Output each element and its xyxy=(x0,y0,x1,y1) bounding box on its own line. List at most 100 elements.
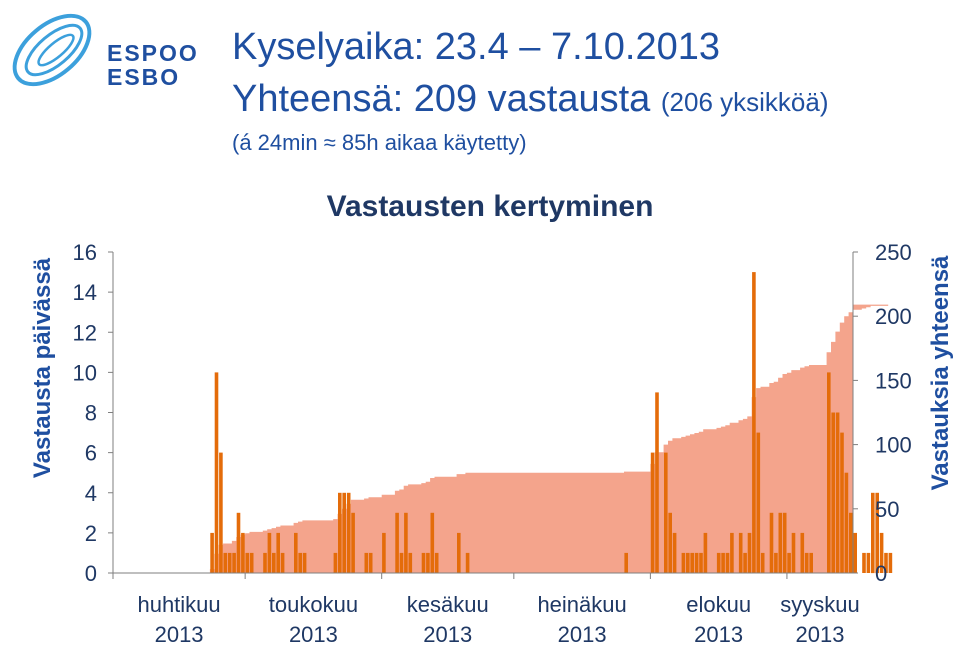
daily-bar xyxy=(245,552,250,573)
daily-bar xyxy=(280,552,285,573)
daily-bar xyxy=(703,532,708,573)
daily-bar xyxy=(681,552,686,573)
daily-bar xyxy=(263,552,267,573)
x-tick-label-month: syyskuu xyxy=(780,592,859,617)
daily-bar xyxy=(408,552,413,573)
daily-bar xyxy=(241,532,245,573)
daily-bar xyxy=(368,552,373,573)
daily-bar xyxy=(650,452,655,573)
y-tick-label: 16 xyxy=(73,240,97,265)
daily-bar xyxy=(267,532,272,573)
time-used-note: (á 24min ≈ 85h aikaa käytetty) xyxy=(232,130,527,155)
daily-bar xyxy=(465,552,470,573)
daily-bar xyxy=(210,532,214,573)
daily-bar xyxy=(395,512,399,573)
daily-bar xyxy=(668,512,672,573)
daily-bar xyxy=(774,552,778,573)
daily-bar xyxy=(694,552,699,573)
daily-bar xyxy=(743,552,747,573)
x-tick-label-year: 2013 xyxy=(694,622,743,647)
daily-bar xyxy=(752,272,756,573)
x-tick-label-year: 2013 xyxy=(423,622,472,647)
x-tick-label-year: 2013 xyxy=(289,622,338,647)
survey-period: Kyselyaika: 23.4 – 7.10.2013 xyxy=(232,26,721,68)
daily-bars-layer xyxy=(210,272,893,574)
logo-swirl-icon xyxy=(12,13,92,87)
daily-bar xyxy=(769,512,774,573)
daily-bar xyxy=(699,552,703,573)
daily-bar xyxy=(791,532,796,573)
daily-bar xyxy=(351,512,355,573)
y-tick-label: 12 xyxy=(73,320,97,345)
total-responses-main: Yhteensä: 209 vastausta xyxy=(232,78,651,120)
daily-bar xyxy=(342,492,346,574)
daily-bar xyxy=(888,552,893,573)
daily-bar xyxy=(672,532,677,573)
daily-bar xyxy=(276,532,280,573)
daily-bar xyxy=(382,532,386,573)
daily-bar xyxy=(227,552,232,573)
daily-bar xyxy=(809,552,813,573)
y2-tick-label: 50 xyxy=(875,497,899,522)
tick-labels-layer: 16 14 12 10 8 6 4 2 0 250 200 150 100 50 0 huhtikuu 2013… xyxy=(73,240,912,647)
daily-bar xyxy=(835,412,840,573)
daily-bar xyxy=(434,552,439,573)
y2-tick-label: 200 xyxy=(875,304,912,329)
logo-text-line2: ESBO xyxy=(107,64,181,90)
x-tick-label-month: kesäkuu xyxy=(407,592,489,617)
daily-bar xyxy=(298,552,302,573)
daily-bar xyxy=(866,552,871,573)
daily-bar xyxy=(721,552,725,573)
y-tick-label: 14 xyxy=(73,280,97,305)
daily-bar xyxy=(664,452,668,573)
y-tick-label: 4 xyxy=(85,481,97,506)
daily-bar xyxy=(430,512,435,573)
daily-bar xyxy=(399,552,404,573)
x-tick-label-year: 2013 xyxy=(558,622,607,647)
total-responses: Yhteensä: 209 vastausta (206 yksikköä) xyxy=(232,78,828,121)
daily-bar xyxy=(346,492,351,574)
daily-bar xyxy=(338,492,342,574)
daily-bar xyxy=(404,512,408,573)
chart-title: Vastausten kertyminen xyxy=(326,190,654,223)
daily-bar xyxy=(884,552,888,573)
y-tick-label: 6 xyxy=(85,441,97,466)
daily-bar xyxy=(219,452,223,573)
daily-bar xyxy=(844,472,849,573)
y-tick-label: 2 xyxy=(85,521,97,546)
y2-tick-label: 0 xyxy=(875,561,887,586)
daily-bar xyxy=(725,552,730,573)
daily-bar xyxy=(421,552,426,573)
daily-bar xyxy=(787,552,791,573)
daily-bar xyxy=(738,532,743,573)
daily-bar xyxy=(730,532,734,573)
daily-bar xyxy=(249,552,254,573)
daily-bar xyxy=(778,512,783,573)
daily-bar xyxy=(232,552,236,573)
daily-bar xyxy=(849,512,853,573)
daily-bar xyxy=(804,552,809,573)
daily-bar xyxy=(236,512,241,573)
y-tick-label: 10 xyxy=(73,360,97,385)
x-tick-label-month: huhtikuu xyxy=(137,592,220,617)
daily-bar xyxy=(333,552,338,573)
x-tick-label-month: heinäkuu xyxy=(537,592,626,617)
daily-bar xyxy=(457,532,461,573)
x-tick-label-month: toukokuu xyxy=(269,592,358,617)
daily-bar xyxy=(302,552,307,573)
daily-bar xyxy=(686,552,690,573)
daily-bar xyxy=(624,552,628,573)
daily-bar xyxy=(747,532,752,573)
x-tick-label-month: elokuu xyxy=(686,592,751,617)
y-tick-label: 0 xyxy=(85,561,97,586)
daily-bar xyxy=(214,372,219,573)
y2-tick-label: 150 xyxy=(875,368,912,393)
logo-text-line1: ESPOO xyxy=(107,40,199,66)
cumulative-area-layer xyxy=(209,304,889,573)
y2-tick-label: 250 xyxy=(875,240,912,265)
daily-bar xyxy=(272,552,276,573)
x-tick-label-year: 2013 xyxy=(795,622,844,647)
daily-bar xyxy=(426,552,430,573)
daily-bar xyxy=(800,532,805,573)
daily-bar xyxy=(690,552,694,573)
